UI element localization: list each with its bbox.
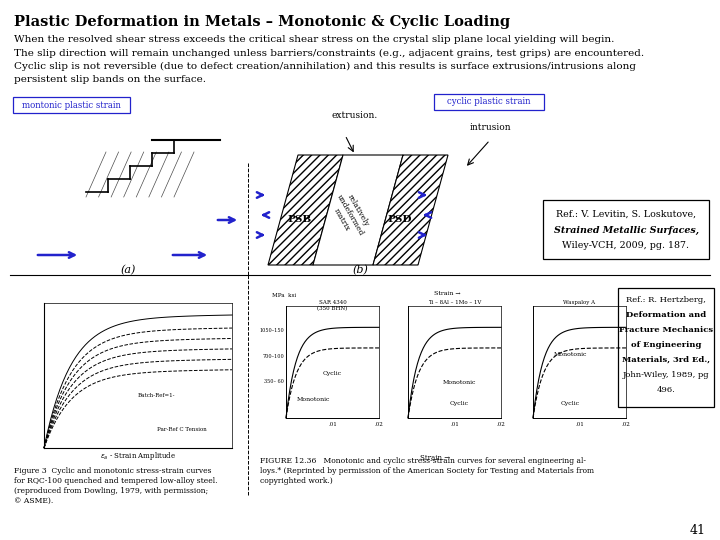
- Text: .01: .01: [328, 422, 337, 427]
- Polygon shape: [373, 155, 448, 265]
- Text: (a): (a): [120, 265, 135, 275]
- Text: 350– 60: 350– 60: [264, 380, 284, 384]
- Text: MPa  ksi: MPa ksi: [272, 293, 296, 298]
- Text: Batch-Ref=1-: Batch-Ref=1-: [138, 393, 176, 399]
- Text: PSD: PSD: [388, 215, 413, 225]
- Text: Wiley-VCH, 2009, pg. 187.: Wiley-VCH, 2009, pg. 187.: [562, 241, 690, 251]
- Text: Strain →: Strain →: [420, 454, 450, 462]
- Polygon shape: [268, 155, 343, 265]
- Text: cyclic plastic strain: cyclic plastic strain: [447, 98, 531, 106]
- FancyBboxPatch shape: [13, 97, 130, 113]
- Text: Waspaloy A: Waspaloy A: [564, 300, 595, 306]
- FancyBboxPatch shape: [618, 288, 714, 407]
- Text: Ti – 8Al – 1Mo – 1V: Ti – 8Al – 1Mo – 1V: [428, 300, 481, 306]
- Text: persistent slip bands on the surface.: persistent slip bands on the surface.: [14, 75, 206, 84]
- Text: SAR 4340
(350 BHN): SAR 4340 (350 BHN): [318, 300, 348, 312]
- Text: 1050–150: 1050–150: [259, 328, 284, 333]
- Text: .02: .02: [374, 422, 383, 427]
- Text: Monotonic: Monotonic: [297, 397, 330, 402]
- Text: Cyclic slip is not reversible (due to defect creation/annihilation) and this res: Cyclic slip is not reversible (due to de…: [14, 62, 636, 71]
- Text: Plastic Deformation in Metals – Monotonic & Cyclic Loading: Plastic Deformation in Metals – Monotoni…: [14, 15, 510, 29]
- Text: Fracture Mechanics: Fracture Mechanics: [619, 326, 713, 334]
- Text: Cyclic: Cyclic: [449, 401, 469, 406]
- Text: 496.: 496.: [657, 386, 675, 394]
- Text: Monotonic: Monotonic: [442, 380, 476, 386]
- Text: (b): (b): [352, 265, 368, 275]
- Text: Ref.: R. Hertzberg,: Ref.: R. Hertzberg,: [626, 296, 706, 304]
- Text: When the resolved shear stress exceeds the critical shear stress on the crystal : When the resolved shear stress exceeds t…: [14, 36, 614, 44]
- Text: 700–100: 700–100: [262, 354, 284, 359]
- Text: .01: .01: [575, 422, 584, 427]
- Text: John-Wiley, 1989, pg: John-Wiley, 1989, pg: [623, 371, 709, 379]
- Text: Figure 3  Cyclic and monotonic stress-strain curves
for RQC-100 quenched and tem: Figure 3 Cyclic and monotonic stress-str…: [14, 467, 217, 505]
- Text: .02: .02: [497, 422, 505, 427]
- FancyBboxPatch shape: [434, 94, 544, 110]
- Text: FIGURE 12.36   Monotonic and cyclic stress-strain curves for several engineering: FIGURE 12.36 Monotonic and cyclic stress…: [260, 457, 594, 485]
- Text: Cyclic: Cyclic: [561, 401, 580, 406]
- Text: Ref.: V. Levitin, S. Loskutove,: Ref.: V. Levitin, S. Loskutove,: [556, 210, 696, 219]
- Text: .01: .01: [450, 422, 459, 427]
- FancyBboxPatch shape: [543, 200, 709, 259]
- Text: Cyclic: Cyclic: [323, 372, 342, 376]
- Text: 41: 41: [690, 523, 706, 537]
- Text: Deformation and: Deformation and: [626, 311, 706, 319]
- Polygon shape: [313, 155, 403, 265]
- Text: montonic plastic strain: montonic plastic strain: [22, 100, 121, 110]
- Text: Materials, 3rd Ed.,: Materials, 3rd Ed.,: [622, 356, 710, 364]
- Text: Par-Ref C Tension: Par-Ref C Tension: [157, 427, 207, 431]
- Text: of Engineering: of Engineering: [631, 341, 701, 349]
- Text: intrusion: intrusion: [469, 124, 510, 132]
- Text: $\epsilon_a$ - Strain Amplitude: $\epsilon_a$ - Strain Amplitude: [100, 450, 176, 462]
- Text: PSB: PSB: [288, 215, 312, 225]
- Text: relatively
undeformed
matrix: relatively undeformed matrix: [327, 188, 373, 242]
- Text: Strain →: Strain →: [434, 291, 461, 296]
- Text: Strained Metallic Surfaces,: Strained Metallic Surfaces,: [554, 226, 698, 234]
- Text: extrusion.: extrusion.: [332, 111, 378, 119]
- Text: The slip direction will remain unchanged unless barriers/constraints (e.g., adja: The slip direction will remain unchanged…: [14, 49, 644, 58]
- Text: Monotonic: Monotonic: [554, 353, 587, 357]
- Text: .02: .02: [621, 422, 631, 427]
